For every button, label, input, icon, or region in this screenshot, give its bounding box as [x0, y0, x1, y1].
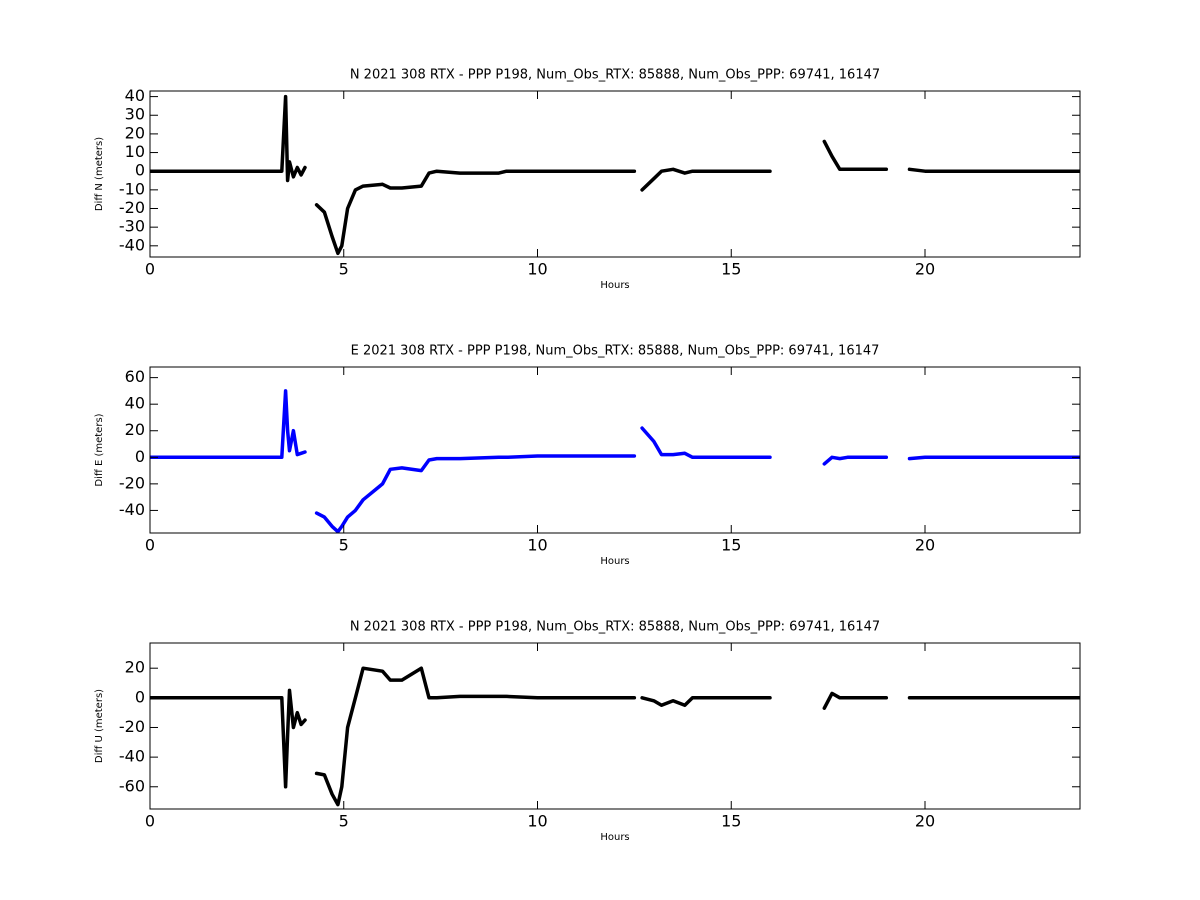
y-tick-label: 10 — [125, 142, 145, 161]
x-tick-label: 15 — [721, 812, 741, 831]
x-tick-label: 10 — [527, 260, 547, 279]
x-tick-label: 15 — [721, 260, 741, 279]
x-axis-label: Hours — [600, 556, 629, 567]
data-line — [150, 666, 1080, 807]
y-tick-label: 20 — [125, 658, 145, 677]
x-tick-label: 5 — [339, 260, 349, 279]
axes-frame — [149, 90, 1081, 258]
x-axis-label: Hours — [600, 280, 629, 291]
x-tick-label: 10 — [527, 536, 547, 555]
y-tick-label: -10 — [119, 179, 145, 198]
axes-frame — [149, 642, 1081, 810]
x-axis-label: Hours — [600, 832, 629, 843]
y-tick-label: -20 — [119, 473, 145, 492]
data-line — [150, 389, 1080, 533]
y-tick-label: -30 — [119, 217, 145, 236]
y-tick-label: 20 — [125, 420, 145, 439]
y-tick-label: -40 — [119, 500, 145, 519]
y-axis-label: Diff N (meters) — [94, 137, 105, 211]
subplot: N 2021 308 RTX - PPP P198, Num_Obs_RTX: … — [94, 68, 1081, 291]
y-tick-label: 0 — [135, 161, 145, 180]
plot-area — [150, 94, 1080, 256]
y-axis-label: Diff E (meters) — [94, 413, 105, 486]
axes-frame — [149, 366, 1081, 534]
y-tick-label: 60 — [125, 367, 145, 386]
x-tick-label: 5 — [339, 812, 349, 831]
data-line — [150, 94, 1080, 256]
x-tick-label: 0 — [145, 260, 155, 279]
x-tick-label: 0 — [145, 536, 155, 555]
y-tick-label: 0 — [135, 687, 145, 706]
subplot-title: E 2021 308 RTX - PPP P198, Num_Obs_RTX: … — [351, 344, 880, 359]
plot-area — [150, 666, 1080, 807]
y-tick-label: 20 — [125, 123, 145, 142]
y-tick-label: -20 — [119, 717, 145, 736]
y-tick-label: -40 — [119, 235, 145, 254]
y-tick-label: 30 — [125, 105, 145, 124]
y-axis-label: Diff U (meters) — [94, 689, 105, 763]
x-tick-label: 20 — [915, 260, 935, 279]
subplot-title: N 2021 308 RTX - PPP P198, Num_Obs_RTX: … — [350, 620, 880, 635]
x-tick-label: 5 — [339, 536, 349, 555]
x-tick-label: 15 — [721, 536, 741, 555]
x-tick-label: 20 — [915, 536, 935, 555]
x-tick-label: 20 — [915, 812, 935, 831]
y-tick-label: 40 — [125, 86, 145, 105]
plot-area — [150, 389, 1080, 533]
subplot: E 2021 308 RTX - PPP P198, Num_Obs_RTX: … — [94, 344, 1081, 567]
y-tick-label: 40 — [125, 394, 145, 413]
y-tick-label: -60 — [119, 776, 145, 795]
x-tick-label: 10 — [527, 812, 547, 831]
y-tick-label: 0 — [135, 447, 145, 466]
y-tick-label: -20 — [119, 198, 145, 217]
subplot: N 2021 308 RTX - PPP P198, Num_Obs_RTX: … — [94, 620, 1081, 843]
x-tick-label: 0 — [145, 812, 155, 831]
subplot-title: N 2021 308 RTX - PPP P198, Num_Obs_RTX: … — [350, 68, 880, 83]
y-tick-label: -40 — [119, 747, 145, 766]
